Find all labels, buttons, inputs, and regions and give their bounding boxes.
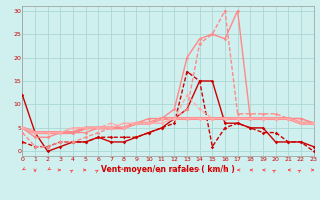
X-axis label: Vent moyen/en rafales ( km/h ): Vent moyen/en rafales ( km/h ) [101,165,235,174]
